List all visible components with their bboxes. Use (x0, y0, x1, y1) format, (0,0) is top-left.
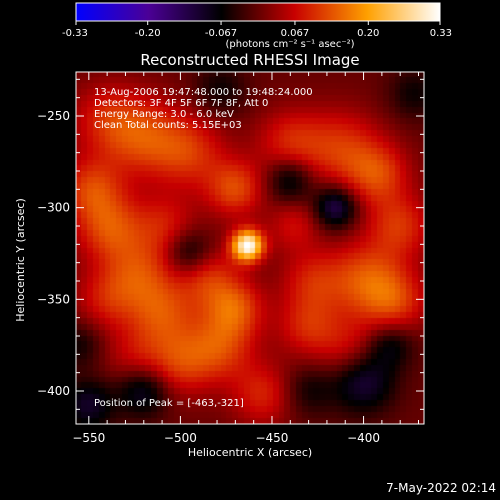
plot-frame (75, 71, 425, 425)
y-axis-label: Heliocentric Y (arcsec) (14, 198, 27, 322)
colorbar (75, 2, 441, 22)
axes: −550 −500 −450 −400 −250 −300 −350 −400 (37, 71, 425, 445)
x-tick-label: −450 (255, 431, 288, 445)
x-tick-label: −550 (72, 431, 105, 445)
plot-timestamp: 7-May-2022 02:14 (386, 481, 496, 495)
colorbar-tick-label: -0.33 (62, 28, 88, 39)
heatmap-image (76, 72, 424, 424)
chart-title: Reconstructed RHESSI Image (140, 51, 360, 69)
y-tick-label: −350 (37, 292, 70, 306)
y-tick-label: −300 (37, 201, 70, 215)
colorbar-group: -0.33 -0.20 -0.067 0.067 0.20 0.33 (62, 2, 452, 39)
annotation-counts: Clean Total counts: 5.15E+03 (94, 120, 242, 131)
x-tick-label: −400 (347, 431, 380, 445)
peak-position-label: Position of Peak = [-463,-321] (94, 398, 244, 409)
colorbar-unit-label: (photons cm⁻² s⁻¹ asec⁻²) (225, 39, 355, 50)
colorbar-tick-label: -0.20 (135, 28, 161, 39)
colorbar-tick-label: 0.20 (357, 28, 379, 39)
annotation-detectors: Detectors: 3F 4F 5F 6F 7F 8F, Att 0 (94, 98, 269, 109)
y-tick-label: −400 (37, 384, 70, 398)
x-axis-label: Heliocentric X (arcsec) (187, 446, 313, 459)
colorbar-tick-label: -0.067 (205, 28, 237, 39)
annotation-time: 13-Aug-2006 19:47:48.000 to 19:48:24.000 (94, 87, 313, 98)
colorbar-tick-label: 0.067 (281, 28, 310, 39)
y-tick-label: −250 (37, 109, 70, 123)
colorbar-tick-label: 0.33 (430, 28, 452, 39)
annotation-energy: Energy Range: 3.0 - 6.0 keV (94, 109, 234, 120)
x-tick-label: −500 (164, 431, 197, 445)
